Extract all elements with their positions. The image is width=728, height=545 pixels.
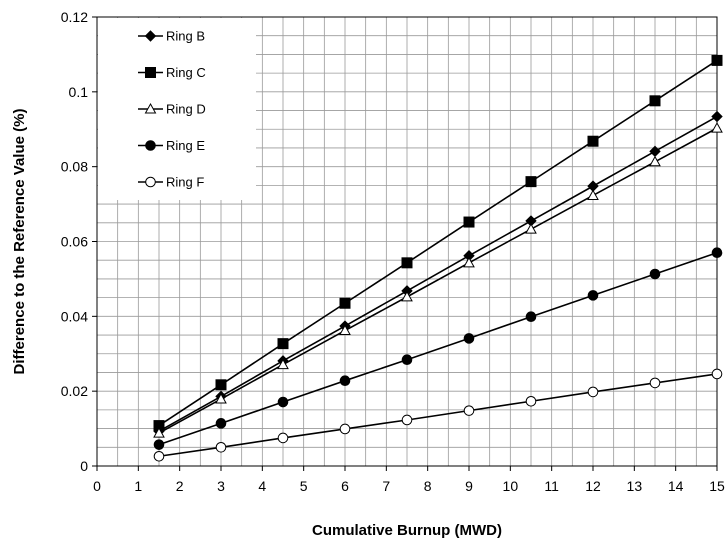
data-point-ring-f [153, 450, 165, 462]
legend-label-ring-c: Ring C [166, 65, 206, 80]
data-point-ring-d [401, 290, 413, 302]
data-point-ring-f [711, 368, 723, 380]
series-line-ring-c [158, 59, 718, 427]
data-point-ring-c [463, 216, 475, 228]
data-point-ring-e [525, 311, 537, 323]
legend-marker-ring-b [144, 30, 157, 42]
data-point-ring-d [215, 392, 227, 404]
x-tick-label: 9 [465, 478, 473, 494]
series-ring-f [153, 368, 723, 462]
data-point-ring-f [401, 414, 413, 426]
x-tick-label: 1 [134, 478, 142, 494]
data-point-ring-d [525, 223, 537, 234]
legend-item-ring-f: Ring F [138, 175, 204, 190]
data-point-ring-c [587, 135, 599, 147]
legend-item-ring-d: Ring D [138, 102, 206, 117]
legend-marker-ring-e [145, 140, 156, 151]
data-point-ring-e [587, 290, 599, 301]
data-point-ring-e [401, 354, 413, 366]
x-tick-label: 0 [93, 478, 101, 494]
x-tick-label: 14 [668, 478, 684, 494]
series-line-ring-f [158, 373, 718, 458]
data-point-ring-c [401, 257, 413, 269]
legend-marker-ring-d [144, 102, 157, 114]
data-point-ring-e [711, 247, 723, 259]
data-point-ring-f [587, 386, 599, 398]
y-tick-label: 0.04 [61, 308, 88, 324]
legend-marker-ring-c [145, 67, 156, 78]
data-point-ring-f [525, 395, 537, 407]
legend-label-ring-f: Ring F [166, 175, 204, 190]
y-tick-label: 0.08 [61, 159, 88, 175]
series-ring-c [153, 54, 723, 432]
x-tick-label: 7 [382, 478, 390, 494]
data-point-ring-d [339, 324, 351, 336]
x-tick-label: 6 [341, 478, 349, 494]
x-tick-label: 4 [258, 478, 266, 494]
y-tick-label: 0.02 [61, 383, 88, 399]
data-point-ring-c [215, 379, 227, 391]
data-point-ring-c [339, 297, 351, 309]
series-ring-d [153, 122, 723, 438]
data-point-ring-c [711, 54, 723, 66]
data-point-ring-d [463, 256, 475, 268]
series-line-ring-e [158, 251, 718, 446]
y-axis-title: Difference to the Reference Value (%) [11, 109, 28, 375]
data-point-ring-e [215, 418, 227, 429]
data-point-ring-e [339, 375, 351, 386]
legend-item-ring-c: Ring C [138, 65, 206, 80]
y-tick-label: 0 [80, 458, 88, 474]
x-tick-label: 13 [627, 478, 643, 494]
data-point-ring-e [277, 396, 289, 408]
x-tick-label: 11 [544, 478, 559, 494]
legend-label-ring-e: Ring E [166, 138, 205, 153]
x-tick-label: 3 [217, 478, 225, 494]
x-tick-label: 12 [585, 478, 601, 494]
legend-item-ring-b: Ring B [138, 29, 205, 44]
series-line-ring-d [158, 127, 718, 434]
data-point-ring-f [277, 432, 289, 444]
x-tick-label: 10 [503, 478, 519, 494]
data-point-ring-f [463, 405, 475, 416]
legend-box [98, 18, 256, 200]
data-point-ring-c [277, 338, 289, 350]
data-point-ring-f [215, 441, 227, 453]
legend-label-ring-d: Ring D [166, 102, 206, 117]
legend-label-ring-b: Ring B [166, 29, 205, 44]
series-ring-e [153, 247, 723, 450]
data-point-ring-e [153, 439, 165, 450]
data-point-ring-f [339, 423, 351, 435]
series-line-ring-b [158, 115, 718, 432]
legend-marker-ring-f [145, 176, 156, 188]
data-point-ring-d [153, 427, 165, 438]
x-tick-label: 5 [300, 478, 308, 494]
y-tick-label: 0.1 [69, 84, 89, 100]
data-point-ring-d [649, 155, 661, 167]
data-point-ring-f [649, 377, 661, 389]
data-point-ring-e [649, 268, 661, 280]
x-tick-label: 15 [709, 478, 725, 494]
legend-item-ring-e: Ring E [138, 138, 205, 153]
data-point-ring-d [711, 122, 723, 133]
y-tick-label: 0.06 [61, 234, 88, 250]
x-axis-title: Cumulative Burnup (MWD) [312, 522, 502, 539]
data-point-ring-d [587, 189, 599, 200]
data-point-ring-b [711, 110, 723, 123]
y-tick-label: 0.12 [61, 9, 88, 25]
data-point-ring-d [277, 358, 289, 370]
data-point-ring-c [525, 176, 537, 188]
legend: Ring B Ring C Ring D Ring E Ring F [98, 18, 256, 200]
x-tick-label: 2 [176, 478, 184, 494]
data-point-ring-e [463, 333, 475, 344]
data-point-ring-c [649, 95, 661, 107]
series-group [153, 54, 723, 462]
axis-ticks: 0 1 2 3 4 5 6 7 8 9 10 11 12 13 14 1500.020.040.060.080… [61, 9, 725, 494]
x-tick-label: 8 [424, 478, 432, 494]
